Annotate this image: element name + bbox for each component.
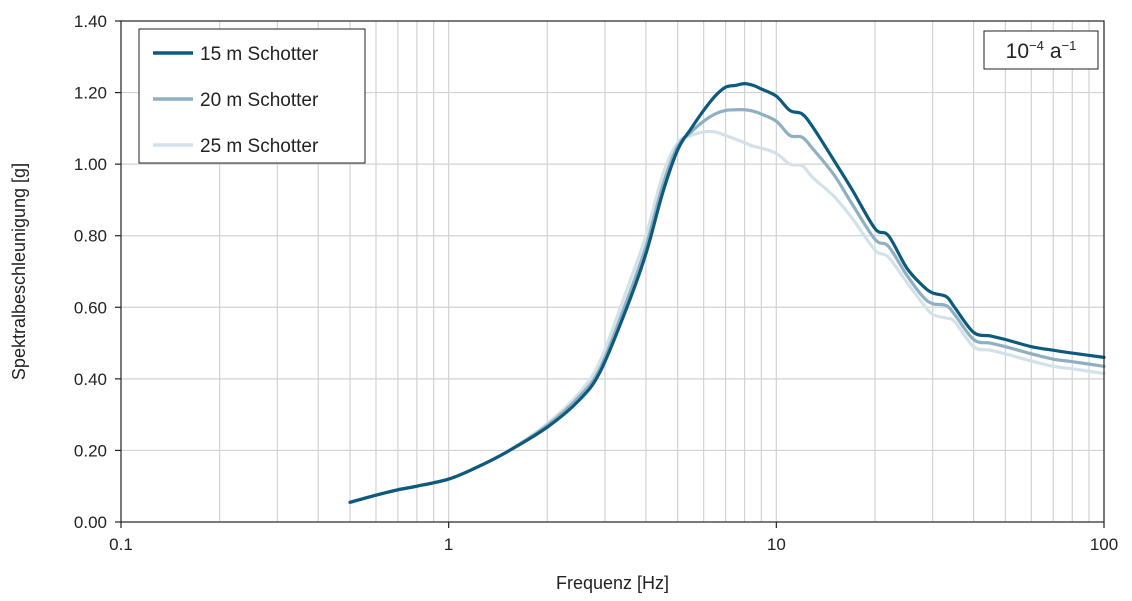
legend: 15 m Schotter 20 m Schotter 25 m Schotter bbox=[138, 28, 366, 164]
x-tick-label: 100 bbox=[1090, 535, 1118, 554]
annotation-box bbox=[983, 30, 1099, 70]
x-tick-label: 1 bbox=[444, 535, 453, 554]
y-tick-label: 1.20 bbox=[74, 84, 107, 103]
axes: 0.1 1 10 100 0.00 0.20 0.40 0.60 0.80 1.00 1.20 1.4… bbox=[74, 12, 1118, 554]
x-tick-label: 10 bbox=[767, 535, 786, 554]
y-axis-title: Spektralbeschleunigung [g] bbox=[9, 163, 29, 380]
x-axis-title: Frequenz [Hz] bbox=[556, 573, 669, 593]
y-tick-label: 1.40 bbox=[74, 12, 107, 31]
annotation-unit-exponent: −1 bbox=[1062, 38, 1077, 53]
y-tick-label: 0.40 bbox=[74, 370, 107, 389]
grid bbox=[121, 21, 1104, 522]
rate-annotation: 10−4 a−1 bbox=[983, 30, 1099, 70]
series-line-1 bbox=[348, 82, 1106, 504]
series-line-2 bbox=[348, 108, 1106, 504]
y-tick-label: 0.00 bbox=[74, 513, 107, 532]
y-tick-label: 0.20 bbox=[74, 441, 107, 460]
series-line-3 bbox=[348, 129, 1106, 504]
legend-label: 15 m Schotter bbox=[200, 44, 319, 65]
legend-label: 25 m Schotter bbox=[200, 136, 319, 157]
y-tick-label: 1.00 bbox=[74, 155, 107, 174]
annotation-base: 10 bbox=[1006, 40, 1029, 63]
y-tick-label: 0.60 bbox=[74, 298, 107, 317]
annotation-base-exponent: −4 bbox=[1029, 38, 1044, 53]
x-tick-label: 0.1 bbox=[109, 535, 133, 554]
plot-frame bbox=[120, 20, 1105, 523]
legend-label: 20 m Schotter bbox=[200, 90, 319, 111]
y-tick-label: 0.80 bbox=[74, 227, 107, 246]
series-lines bbox=[348, 82, 1106, 504]
annotation-unit: a bbox=[1050, 40, 1062, 63]
annotation-text: 10−4 a−1 bbox=[1006, 38, 1077, 63]
